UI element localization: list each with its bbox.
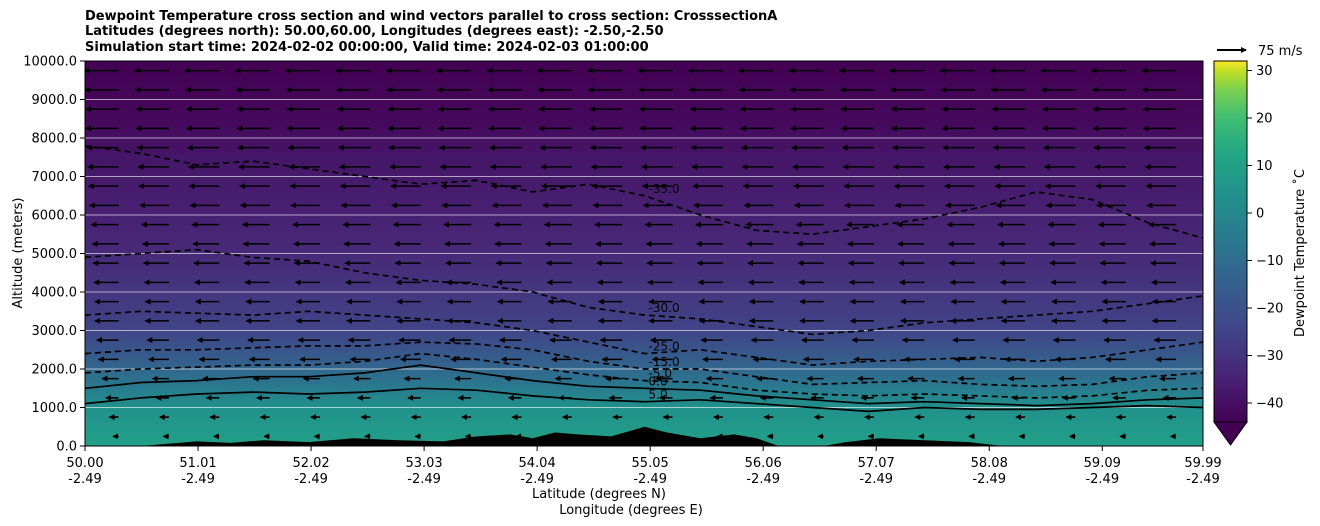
x-tick-label-lon: -2.49 — [859, 472, 893, 487]
y-tick-label: 1000.0 — [32, 401, 78, 416]
y-tick-label: 0.0 — [56, 440, 77, 455]
y-tick-label: 10000.0 — [23, 55, 77, 70]
x-tick-label-lon: -2.49 — [746, 472, 780, 487]
x-tick-label-lat: 59.99 — [1184, 456, 1221, 471]
x-tick-label-lon: -2.49 — [294, 472, 328, 487]
colorbar-tick-label: −20 — [1256, 302, 1283, 317]
colorbar-extend-triangle — [1213, 421, 1248, 446]
colorbar-tick-label: 10 — [1256, 159, 1273, 174]
y-tick-label: 6000.0 — [32, 209, 78, 224]
colorbar-ticks: −40 −30 −20 −10 0 10 20 30 — [1247, 64, 1283, 412]
x-tick-label-lon: -2.49 — [181, 472, 215, 487]
gridlines — [85, 99, 1203, 408]
chart-title-line-3: Simulation start time: 2024-02-02 00:00:… — [85, 40, 649, 55]
y-tick-label: 2000.0 — [32, 363, 78, 378]
contour-label: -30.0 — [649, 301, 680, 315]
plot-area: 5.00.0-5.0-15.0-25.0-30.0-35.0 — [84, 60, 1204, 447]
wind-vectors — [85, 67, 1177, 440]
contour-label: -25.0 — [649, 340, 680, 354]
x-tick-label-lat: 57.07 — [858, 456, 895, 471]
contour-line — [85, 364, 1203, 407]
x-tick-label-lat: 52.02 — [292, 456, 329, 471]
contour-label: -35.0 — [649, 182, 680, 196]
y-tick-label: 7000.0 — [32, 170, 78, 185]
x-tick-label-lon: -2.49 — [520, 472, 554, 487]
x-tick-label-lat: 59.09 — [1084, 456, 1121, 471]
contour-line — [85, 310, 1203, 366]
x-axis-label-longitude: Longitude (degrees E) — [559, 503, 703, 518]
y-axis: 0.0 1000.0 2000.0 3000.0 4000.0 5000.0 6000.0 7… — [23, 55, 85, 455]
chart-title-line-2: Latitudes (degrees north): 50.00,60.00, … — [85, 24, 664, 39]
colorbar-tick-label: 0 — [1256, 207, 1264, 222]
terrain — [85, 426, 1203, 446]
y-tick-label: 3000.0 — [32, 324, 78, 339]
x-tick-label-lon: -2.49 — [633, 472, 667, 487]
y-tick-label: 8000.0 — [32, 132, 78, 147]
colorbar-tick-label: 20 — [1256, 112, 1273, 127]
x-tick-label-lat: 53.03 — [405, 456, 442, 471]
colorbar-label: Dewpoint Temperature ˚C — [1292, 169, 1308, 337]
x-tick-label-lat: 55.05 — [632, 456, 669, 471]
y-tick-label: 9000.0 — [32, 93, 78, 108]
x-tick-label-lat: 58.08 — [971, 456, 1008, 471]
chart-title-line-1: Dewpoint Temperature cross section and w… — [85, 9, 778, 24]
x-tick-label-lon: -2.49 — [972, 472, 1006, 487]
x-tick-label-lat: 56.06 — [745, 456, 782, 471]
contour-label: -5.0 — [649, 367, 672, 381]
colorbar-tick-label: −30 — [1256, 349, 1283, 364]
contour-line — [85, 387, 1203, 413]
colorbar: −40 −30 −20 −10 0 10 20 30 Dewpoint Temperature… — [1213, 60, 1308, 446]
contour-line — [85, 248, 1203, 336]
x-tick-label-lon: -2.49 — [68, 472, 102, 487]
x-tick-label-lat: 54.04 — [519, 456, 556, 471]
x-tick-label-lon: -2.49 — [407, 472, 441, 487]
x-axis: 50.00-2.4951.01-2.4952.02-2.4953.03-2.49… — [66, 446, 1222, 487]
colorbar-tick-label: 30 — [1256, 64, 1273, 79]
x-axis-label-latitude: Latitude (degrees N) — [532, 487, 666, 502]
contour-label: -15.0 — [649, 355, 680, 369]
colorbar-tick-label: −10 — [1256, 254, 1283, 269]
contour-line — [85, 341, 1203, 388]
wind-key: 75 m/s — [1217, 44, 1303, 59]
x-tick-label-lon: -2.49 — [1186, 472, 1220, 487]
y-axis-label: Altitude (meters) — [11, 198, 26, 309]
x-tick-label-lon: -2.49 — [1085, 472, 1119, 487]
y-tick-label: 5000.0 — [32, 247, 78, 262]
colorbar-tick-label: −40 — [1256, 397, 1283, 412]
y-tick-label: 4000.0 — [32, 286, 78, 301]
wind-key-label: 75 m/s — [1258, 44, 1303, 59]
x-tick-label-lat: 51.01 — [179, 456, 216, 471]
x-tick-label-lat: 50.00 — [66, 456, 103, 471]
colorbar-body — [1213, 60, 1248, 423]
